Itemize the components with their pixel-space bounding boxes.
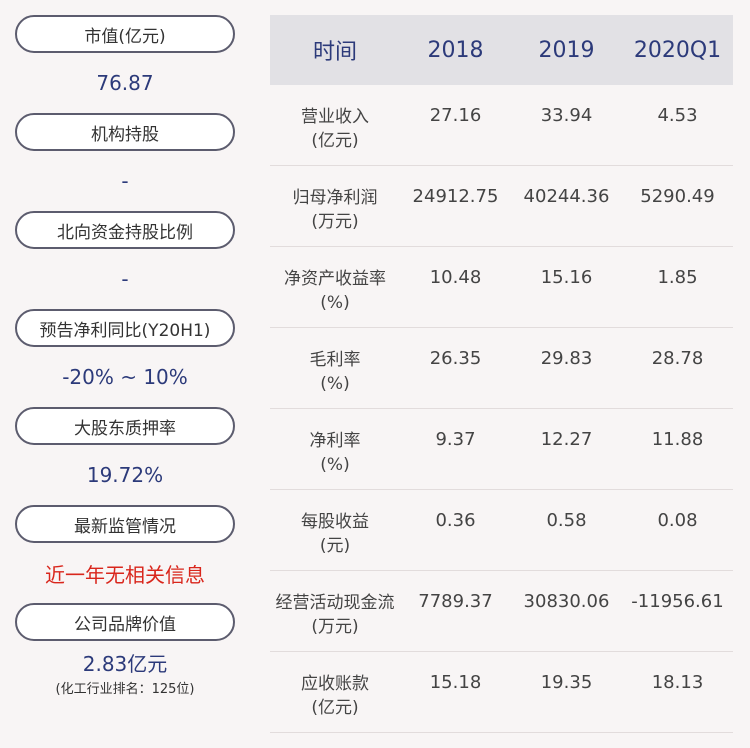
brand-value-value-text: 2.83亿元 — [82, 651, 168, 676]
row-label-unit: (元) — [319, 536, 351, 556]
regulatory-status-value-text: 近一年无相关信息 — [45, 562, 205, 587]
profit-forecast-value-text: -20% ~ 10% — [62, 365, 188, 389]
pledge-ratio-value: 19.72% — [15, 445, 235, 505]
regulatory-status-value: 近一年无相关信息 — [15, 543, 235, 603]
row-label: 营业收入 (亿元) — [270, 105, 400, 153]
cell-2018: 9.37 — [435, 429, 476, 450]
cell-2018: 0.36 — [435, 510, 476, 531]
northbound-holding-value-text: - — [121, 267, 129, 291]
table-row: 营业收入 (亿元) 27.16 33.94 4.53 — [270, 85, 733, 166]
cell-2020q1: 28.78 — [651, 348, 704, 369]
row-label-unit: (万元) — [311, 212, 359, 232]
northbound-holding-label: 北向资金持股比例 — [15, 211, 235, 249]
table-row: 归母净利润 (万元) 24912.75 40244.36 5290.49 — [270, 166, 733, 247]
cell-2020q1: 5290.49 — [640, 186, 715, 207]
row-label: 毛利率 (%) — [270, 348, 400, 396]
financial-table: 时间 2018 2019 2020Q1 营业收入 (亿元) 27.16 33.94… — [270, 15, 733, 733]
institutional-holding-value-text: - — [121, 169, 129, 193]
table-row: 应收账款 (亿元) 15.18 19.35 18.13 — [270, 652, 733, 733]
brand-value-rank: (化工行业排名：125位) — [55, 681, 195, 697]
cell-2019: 29.83 — [540, 348, 593, 369]
cell-2018: 24912.75 — [412, 186, 499, 207]
row-label-unit: (%) — [320, 374, 350, 394]
cell-2020q1: 1.85 — [657, 267, 698, 288]
row-label-name: 应收账款 — [301, 674, 369, 694]
table-row: 经营活动现金流 (万元) 7789.37 30830.06 -11956.61 — [270, 571, 733, 652]
cell-2018: 10.48 — [429, 267, 482, 288]
pledge-ratio-label: 大股东质押率 — [15, 407, 235, 445]
row-label-unit: (%) — [320, 455, 350, 475]
brand-value-value: 2.83亿元 (化工行业排名：125位) — [15, 639, 235, 705]
table-row: 毛利率 (%) 26.35 29.83 28.78 — [270, 328, 733, 409]
cell-2018: 26.35 — [429, 348, 482, 369]
row-label: 经营活动现金流 (万元) — [270, 591, 400, 639]
row-label-name: 净利率 — [309, 431, 361, 451]
cell-2018: 7789.37 — [418, 591, 493, 612]
market-cap-value-text: 76.87 — [96, 71, 154, 95]
market-cap-label: 市值(亿元) — [15, 15, 235, 53]
cell-2020q1: 4.53 — [657, 105, 698, 126]
cell-2019: 33.94 — [540, 105, 593, 126]
cell-2020q1: 0.08 — [657, 510, 698, 531]
cell-2019: 40244.36 — [523, 186, 610, 207]
row-label-name: 营业收入 — [301, 107, 369, 127]
table-row: 净资产收益率 (%) 10.48 15.16 1.85 — [270, 247, 733, 328]
row-label: 应收账款 (亿元) — [270, 672, 400, 720]
row-label-unit: (%) — [320, 293, 350, 313]
row-label-unit: (万元) — [311, 617, 359, 637]
cell-2019: 19.35 — [540, 672, 593, 693]
header-2020q1: 2020Q1 — [633, 37, 722, 63]
profit-forecast-label: 预告净利同比(Y20H1) — [15, 309, 235, 347]
row-label-name: 经营活动现金流 — [275, 593, 395, 613]
row-label-unit: (亿元) — [311, 698, 359, 718]
row-label: 净利率 (%) — [270, 429, 400, 477]
cell-2020q1: -11956.61 — [631, 591, 724, 612]
cell-2019: 12.27 — [540, 429, 593, 450]
pledge-ratio-value-text: 19.72% — [86, 463, 164, 487]
table-row: 净利率 (%) 9.37 12.27 11.88 — [270, 409, 733, 490]
row-label-name: 净资产收益率 — [284, 269, 386, 289]
row-label: 净资产收益率 (%) — [270, 267, 400, 315]
cell-2019: 30830.06 — [523, 591, 610, 612]
cell-2020q1: 11.88 — [651, 429, 704, 450]
regulatory-status-label: 最新监管情况 — [15, 505, 235, 543]
cell-2018: 27.16 — [429, 105, 482, 126]
cell-2019: 0.58 — [546, 510, 587, 531]
profit-forecast-value: -20% ~ 10% — [15, 347, 235, 407]
cell-2018: 15.18 — [429, 672, 482, 693]
header-2018: 2018 — [427, 37, 484, 63]
header-time: 时间 — [312, 40, 357, 65]
institutional-holding-label: 机构持股 — [15, 113, 235, 151]
row-label: 归母净利润 (万元) — [270, 186, 400, 234]
cell-2019: 15.16 — [540, 267, 593, 288]
table-row: 每股收益 (元) 0.36 0.58 0.08 — [270, 490, 733, 571]
market-cap-value: 76.87 — [15, 53, 235, 113]
row-label-name: 每股收益 — [301, 512, 369, 532]
row-label-name: 毛利率 — [309, 350, 361, 370]
northbound-holding-value: - — [15, 249, 235, 309]
row-label-name: 归母净利润 — [292, 188, 378, 208]
left-panel: 市值(亿元) 76.87 机构持股 - 北向资金持股比例 - 预告净利同比(Y2… — [15, 15, 235, 705]
brand-value-label: 公司品牌价值 — [15, 603, 235, 641]
header-2019: 2019 — [538, 37, 595, 63]
institutional-holding-value: - — [15, 151, 235, 211]
table-header: 时间 2018 2019 2020Q1 — [270, 15, 733, 85]
cell-2020q1: 18.13 — [651, 672, 704, 693]
row-label-unit: (亿元) — [311, 131, 359, 151]
row-label: 每股收益 (元) — [270, 510, 400, 558]
